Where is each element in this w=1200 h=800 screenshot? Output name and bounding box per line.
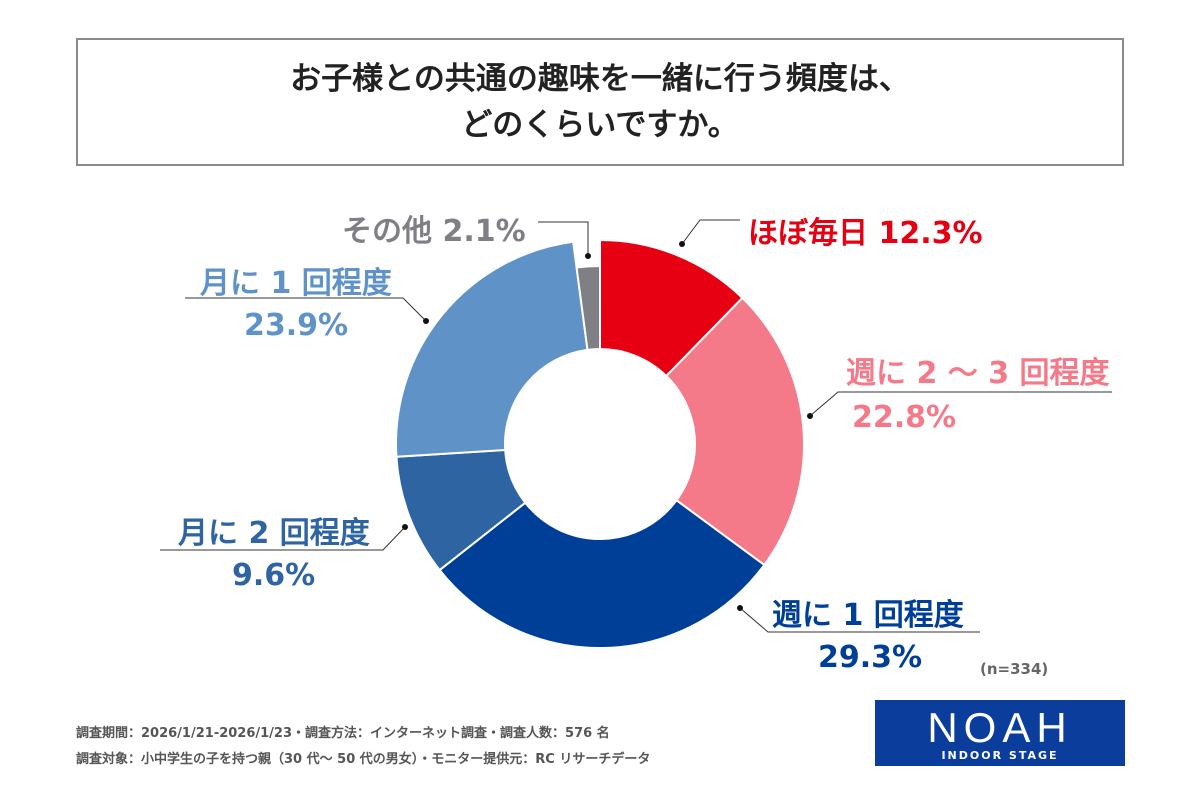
category-label-5: その他 [342,214,432,249]
chart-title-line1: お子様との共通の趣味を一緒に行う頻度は、 [290,61,910,97]
leader-dot-1 [807,413,813,419]
chart-title-line2: どのくらいですか。 [461,107,739,143]
category-label-4: 月に 1 回程度 [200,266,392,301]
leader-line-5 [538,221,589,256]
value-label-0: 12.3% [878,216,983,251]
value-label-2: 29.3% [818,640,923,675]
footer-line2: 調査対象：小中学生の子を持つ親（30 代〜 50 代の男女）・モニター提供元：R… [76,752,651,767]
noah-logo: NOAH INDOOR STAGE [875,700,1125,766]
leader-dot-5 [585,253,591,259]
leader-line-0 [681,219,740,245]
leader-line-3 [160,526,406,551]
sample-size: (n=334) [980,660,1049,678]
value-label-4: 23.9% [244,308,349,343]
logo-sub-text: INDOOR STAGE [941,749,1059,762]
leader-dot-2 [737,605,743,611]
leader-line-1 [809,391,1112,417]
donut-slice-2 [438,498,766,649]
footer-line1: 調査期間：2026/1/21-2026/1/23・調査方法：インターネット調査・… [76,726,610,741]
category-label-2: 週に 1 回程度 [772,598,964,633]
label-5: その他 2.1% [342,206,526,250]
donut-slice-4 [395,240,589,458]
donut-slice-1 [664,296,805,567]
leader-dot-3 [402,524,408,530]
label-0: ほぼ毎日 12.3% [748,208,983,252]
category-label-3: 月に 2 回程度 [178,516,370,551]
value-label-3: 9.6% [232,558,316,593]
donut-slice-5 [575,264,601,351]
leader-line-4 [185,297,427,322]
title-box: お子様との共通の趣味を一緒に行う頻度は、 どのくらいですか。 [76,38,1124,166]
logo-main-text: NOAH [927,704,1073,751]
leader-line-2 [739,607,980,633]
leader-dot-4 [423,318,429,324]
category-label-0: ほぼ毎日 [748,216,868,251]
value-label-5: 2.1% [442,214,526,249]
category-label-1: 週に 2 〜 3 回程度 [846,356,1110,391]
leader-dot-0 [679,241,685,247]
value-label-1: 22.8% [852,400,957,435]
